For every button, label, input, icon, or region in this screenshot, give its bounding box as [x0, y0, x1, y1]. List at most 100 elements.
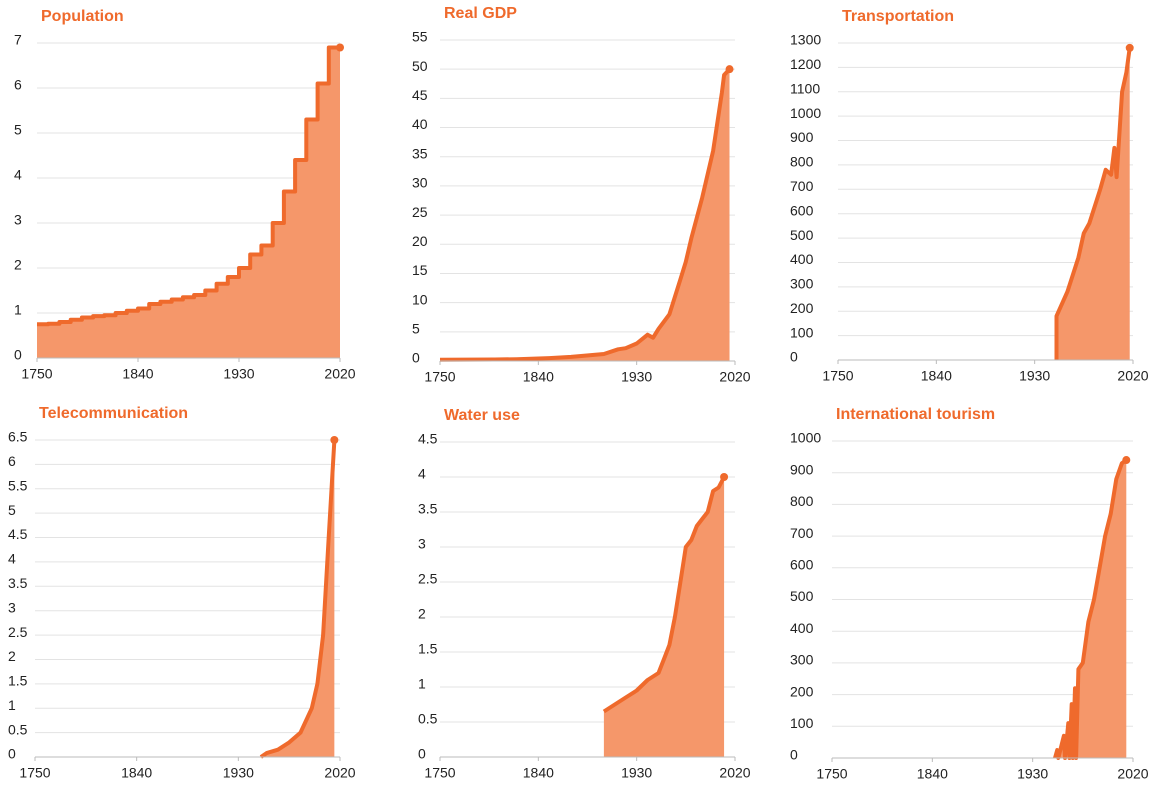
series-line	[259, 439, 337, 759]
end-dot	[725, 65, 734, 74]
y-tick-label: 5	[412, 321, 420, 337]
y-tick-label: 35	[412, 145, 428, 161]
y-tick-label: 4.5	[8, 526, 28, 542]
y-tick-label: 4	[8, 551, 16, 567]
chart-title: International tourism	[836, 406, 995, 423]
y-tick-label: 45	[412, 87, 428, 103]
y-tick-label: 1200	[790, 56, 821, 72]
end-dot	[1125, 43, 1134, 52]
x-tick-label: 1750	[822, 368, 853, 384]
y-tick-label: 2	[14, 257, 22, 273]
y-tick-label: 800	[790, 493, 814, 509]
y-tick-label: 1.5	[8, 673, 28, 689]
y-tick-label: 1300	[790, 32, 821, 48]
y-tick-label: 300	[790, 276, 814, 292]
y-tick-label: 200	[790, 300, 814, 316]
y-tick-label: 900	[790, 129, 814, 145]
y-tick-label: 2	[8, 648, 16, 664]
x-tick-label: 1930	[621, 765, 652, 781]
series-line	[439, 67, 731, 362]
x-tick-label: 1840	[921, 368, 952, 384]
x-tick-label: 1840	[523, 369, 554, 385]
y-tick-label: 2.5	[418, 571, 438, 587]
x-tick-label: 2020	[1117, 368, 1148, 384]
x-tick-label: 1930	[1017, 766, 1048, 782]
area-fill	[1056, 47, 1130, 361]
y-tick-label: 4	[418, 466, 426, 482]
y-tick-label: 0	[418, 746, 426, 762]
y-tick-label: 5	[14, 122, 22, 138]
y-tick-label: 100	[790, 715, 814, 731]
y-tick-label: 100	[790, 324, 814, 340]
y-tick-label: 1100	[790, 80, 820, 96]
y-tick-label: 25	[412, 204, 428, 220]
x-tick-label: 2020	[1117, 766, 1148, 782]
series-line	[37, 45, 340, 327]
area-fill	[603, 477, 725, 757]
y-tick-label: 3.5	[418, 501, 438, 517]
y-tick-label: 5.5	[8, 477, 28, 493]
y-tick-label: 700	[790, 178, 814, 194]
x-tick-label: 2020	[324, 366, 355, 382]
chart-title: Population	[41, 8, 124, 25]
end-dot	[720, 473, 729, 481]
chart-title: Real GDP	[444, 5, 517, 22]
y-tick-label: 0.5	[418, 711, 438, 727]
series-line	[602, 476, 726, 714]
end-dot	[330, 436, 339, 444]
y-tick-label: 3	[14, 212, 22, 228]
area-fill	[440, 69, 730, 361]
y-tick-label: 0	[790, 747, 798, 763]
y-tick-label: 1	[418, 676, 426, 692]
y-tick-label: 2.5	[8, 624, 28, 640]
x-tick-label: 2020	[719, 369, 750, 385]
y-tick-label: 0.5	[8, 721, 28, 737]
x-tick-label: 1930	[1019, 368, 1050, 384]
y-tick-label: 500	[790, 227, 814, 243]
y-tick-label: 1	[8, 697, 16, 713]
y-tick-label: 3	[418, 536, 426, 552]
end-dot	[336, 43, 344, 52]
x-tick-label: 1750	[424, 765, 455, 781]
y-tick-label: 1000	[790, 430, 821, 446]
y-tick-label: 900	[790, 461, 814, 477]
y-tick-label: 300	[790, 652, 814, 668]
x-tick-label: 1840	[523, 765, 554, 781]
x-tick-label: 1750	[424, 369, 455, 385]
x-tick-label: 1930	[621, 369, 652, 385]
y-tick-label: 2	[418, 606, 426, 622]
x-tick-label: 2020	[719, 765, 750, 781]
chart-title: Transportation	[842, 8, 954, 25]
y-tick-label: 55	[412, 29, 428, 45]
y-tick-label: 3	[8, 599, 16, 615]
y-tick-label: 600	[790, 202, 814, 218]
x-tick-label: 1840	[121, 765, 152, 781]
x-tick-label: 1840	[917, 766, 948, 782]
y-tick-label: 30	[412, 175, 428, 191]
y-tick-label: 800	[790, 154, 814, 170]
y-tick-label: 1000	[790, 105, 821, 121]
y-tick-label: 0	[790, 349, 798, 365]
x-tick-label: 1930	[223, 366, 254, 382]
x-tick-label: 1750	[19, 765, 50, 781]
y-tick-label: 600	[790, 557, 814, 573]
y-tick-label: 40	[412, 116, 428, 132]
y-tick-label: 50	[412, 58, 428, 74]
y-tick-label: 4.5	[418, 431, 438, 447]
area-fill	[1054, 460, 1127, 758]
end-dot	[1122, 456, 1131, 465]
y-tick-label: 10	[412, 291, 428, 307]
y-tick-label: 400	[790, 620, 814, 636]
y-tick-label: 200	[790, 683, 814, 699]
y-tick-label: 7	[14, 32, 22, 48]
x-tick-label: 1930	[223, 765, 254, 781]
area-fill	[260, 440, 335, 757]
x-tick-label: 1750	[21, 366, 52, 382]
y-tick-label: 0	[412, 350, 420, 366]
y-tick-label: 0	[8, 746, 16, 762]
y-tick-label: 15	[412, 262, 428, 278]
chart-title: Water use	[444, 407, 520, 424]
y-tick-label: 6	[14, 77, 22, 93]
x-tick-label: 2020	[324, 765, 355, 781]
y-tick-label: 6	[8, 453, 16, 469]
